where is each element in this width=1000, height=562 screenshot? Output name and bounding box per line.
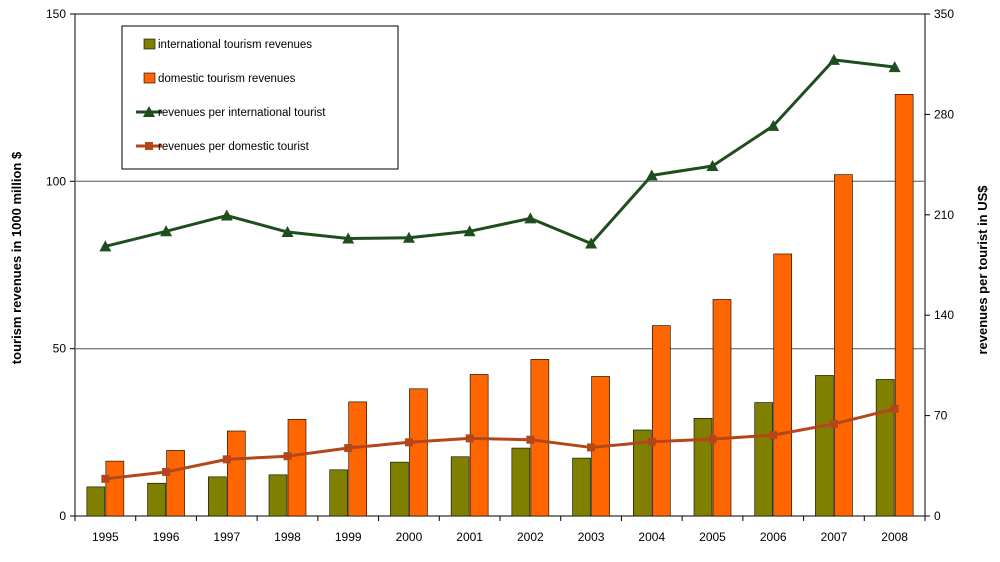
bars — [86, 94, 914, 517]
y2-axis-title: revenues per tourist in US$ — [975, 185, 990, 355]
international-revenue-bar — [572, 457, 591, 517]
international-per-tourist-line — [104, 58, 895, 248]
international-per-tourist-marker — [463, 225, 476, 237]
y-axis-title: tourism revenues in 1000 million $ — [9, 151, 24, 364]
domestic-per-tourist-marker — [101, 474, 110, 483]
domestic-revenue-bar — [894, 94, 914, 517]
y2-tick-label: 0 — [934, 509, 941, 523]
y-tick-label: 100 — [46, 174, 66, 188]
international-per-tourist-marker — [645, 169, 658, 181]
domestic-per-tourist-marker — [647, 437, 656, 446]
domestic-revenue-bar — [166, 450, 185, 517]
international-per-tourist-marker — [524, 212, 537, 224]
x-tick-label: 1999 — [335, 530, 362, 544]
international-revenue-bar — [390, 461, 409, 517]
x-tick-label: 1996 — [153, 530, 180, 544]
legend-label: revenues per domestic tourist — [158, 141, 310, 153]
x-tick-label: 1997 — [213, 530, 240, 544]
axes — [70, 13, 930, 521]
international-per-tourist-marker — [706, 160, 719, 172]
x-tick-label: 2004 — [638, 530, 665, 544]
domestic-per-tourist-marker — [526, 435, 535, 444]
x-tick-label: 1998 — [274, 530, 301, 544]
international-revenue-bar — [754, 402, 774, 517]
domestic-revenue-bar — [287, 418, 307, 517]
international-per-tourist-marker — [888, 61, 901, 73]
international-per-tourist-marker — [281, 226, 294, 238]
international-revenue-bar — [450, 456, 470, 517]
domestic-per-tourist-marker — [769, 431, 778, 440]
domestic-per-tourist-marker — [283, 452, 292, 461]
legend-label: international tourism revenues — [158, 39, 312, 51]
x-tick-label: 2003 — [578, 530, 605, 544]
x-tick-label: 2006 — [760, 530, 787, 544]
y-tick-label: 0 — [59, 509, 66, 523]
domestic-revenue-bar — [834, 174, 853, 517]
domestic-per-tourist-marker — [404, 438, 413, 447]
domestic-revenue-bar — [773, 253, 793, 517]
international-per-tourist-marker — [402, 231, 415, 243]
series-lines — [99, 53, 901, 483]
international-per-tourist-marker — [767, 119, 780, 131]
international-per-tourist-marker — [160, 225, 173, 237]
international-revenue-bar — [511, 447, 531, 517]
domestic-per-tourist-marker — [162, 467, 171, 476]
x-tick-label: 2001 — [456, 530, 483, 544]
domestic-per-tourist-line — [105, 407, 896, 481]
international-per-tourist-marker — [827, 53, 840, 65]
x-tick-label: 2000 — [396, 530, 423, 544]
x-tick-label: 2007 — [821, 530, 848, 544]
international-revenue-bar — [693, 417, 713, 517]
x-tick-label: 2005 — [699, 530, 726, 544]
domestic-revenue-bar — [712, 299, 732, 517]
y2-tick-label: 140 — [934, 308, 954, 322]
domestic-revenue-bar — [348, 401, 368, 517]
legend-label: domestic tourism revenues — [158, 73, 296, 85]
domestic-revenue-bar — [409, 388, 428, 517]
y2-tick-label: 70 — [934, 409, 948, 423]
domestic-per-tourist-marker — [708, 435, 717, 444]
international-per-tourist-marker — [220, 209, 233, 221]
international-revenue-bar — [147, 482, 166, 517]
international-revenue-bar — [86, 486, 106, 517]
x-tick-label: 2008 — [881, 530, 908, 544]
legend-marker — [143, 106, 155, 117]
international-revenue-bar — [632, 429, 652, 517]
domestic-per-tourist-marker — [344, 444, 353, 453]
domestic-per-tourist-marker — [465, 434, 474, 443]
international-per-tourist-marker — [585, 237, 598, 249]
x-tick-label: 2002 — [517, 530, 544, 544]
tick-labels: 0 50 100 150 0 70 140 210 280 350 1995 1996 1997 1998… — [46, 7, 954, 544]
domestic-per-tourist-marker — [890, 404, 899, 413]
international-revenue-bar — [329, 469, 349, 517]
x-tick-label: 1995 — [92, 530, 119, 544]
legend: international tourism revenues domestic t… — [121, 25, 399, 170]
domestic-revenue-bar — [226, 430, 246, 517]
international-revenue-bar — [268, 474, 288, 517]
international-per-tourist-marker — [342, 232, 355, 244]
legend-marker — [145, 142, 153, 150]
domestic-revenue-bar — [469, 374, 489, 517]
domestic-revenue-bar — [651, 325, 671, 517]
legend-swatch — [143, 38, 156, 50]
legend-swatch — [143, 72, 156, 84]
international-revenue-bar — [875, 379, 895, 517]
domestic-per-tourist-marker — [829, 419, 838, 428]
y2-tick-label: 280 — [934, 107, 954, 121]
y2-tick-label: 210 — [934, 208, 954, 222]
y2-tick-label: 350 — [934, 7, 954, 21]
domestic-revenue-bar — [105, 460, 125, 517]
international-revenue-bar — [207, 476, 227, 517]
domestic-per-tourist-marker — [587, 443, 596, 452]
legend-label: revenues per international tourist — [158, 107, 326, 119]
y-tick-label: 50 — [53, 342, 67, 356]
domestic-per-tourist-marker — [222, 455, 231, 464]
legend-box — [121, 25, 399, 170]
international-revenue-bar — [815, 375, 834, 517]
y-tick-label: 150 — [46, 7, 66, 21]
international-per-tourist-marker — [99, 240, 112, 252]
